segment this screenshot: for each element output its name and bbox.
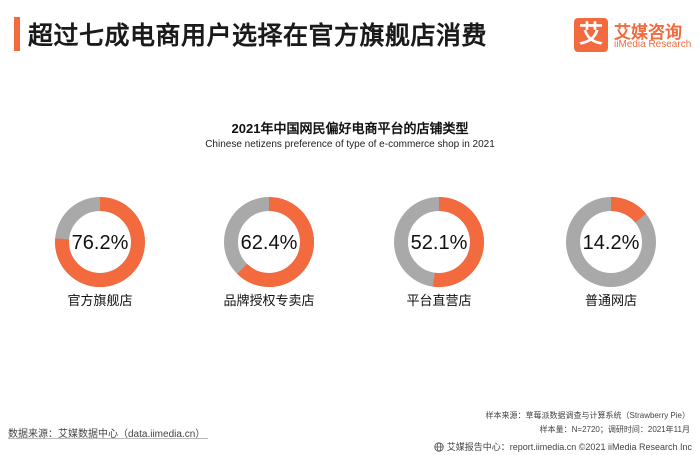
- page-title: 超过七成电商用户选择在官方旗舰店消费: [28, 22, 488, 50]
- chart-subtitle: Chinese netizens preference of type of e…: [205, 139, 495, 150]
- sample-size: 样本量：N=2720；调研时间：2021年11月: [539, 425, 690, 434]
- donut-slice-1: [55, 197, 145, 287]
- logo-text-cn: 艾媒咨询: [614, 23, 682, 42]
- donut-slice-3: [394, 197, 484, 287]
- logo-mark: 艾: [574, 18, 608, 52]
- logo-text-en: iiMedia Research: [614, 39, 692, 50]
- iimedia-logo: 艾 艾媒咨询 iiMedia Research: [574, 18, 694, 58]
- donut-slice-2: [224, 197, 314, 287]
- sample-source: 样本来源：草莓派数据调查与计算系统（Strawberry Pie）: [485, 411, 690, 420]
- data-source: 数据来源：艾媒数据中心（data.iimedia.cn）: [8, 429, 206, 440]
- report-center: 艾媒报告中心：report.iimedia.cn ©2021 iiMedia R…: [434, 440, 692, 453]
- donut-category-label-1: 官方旗舰店: [67, 293, 132, 308]
- donut-value-label-1: 76.2%: [72, 232, 129, 254]
- chart-title: 2021年中国网民偏好电商平台的店铺类型: [231, 121, 469, 136]
- donut-slice-4: [566, 197, 656, 287]
- title-accent-bar: [14, 17, 20, 51]
- donut-category-label-4: 普通网店: [585, 293, 637, 308]
- source-divider: [8, 438, 208, 439]
- globe-icon: [434, 442, 444, 452]
- donut-value-label-3: 52.1%: [411, 232, 468, 254]
- donut-category-label-3: 平台直营店: [406, 293, 471, 308]
- report-center-text: 艾媒报告中心：report.iimedia.cn ©2021 iiMedia R…: [446, 442, 692, 452]
- donut-category-label-2: 品牌授权专卖店: [223, 293, 314, 308]
- donut-value-label-2: 62.4%: [241, 232, 298, 254]
- donut-value-label-4: 14.2%: [583, 232, 640, 254]
